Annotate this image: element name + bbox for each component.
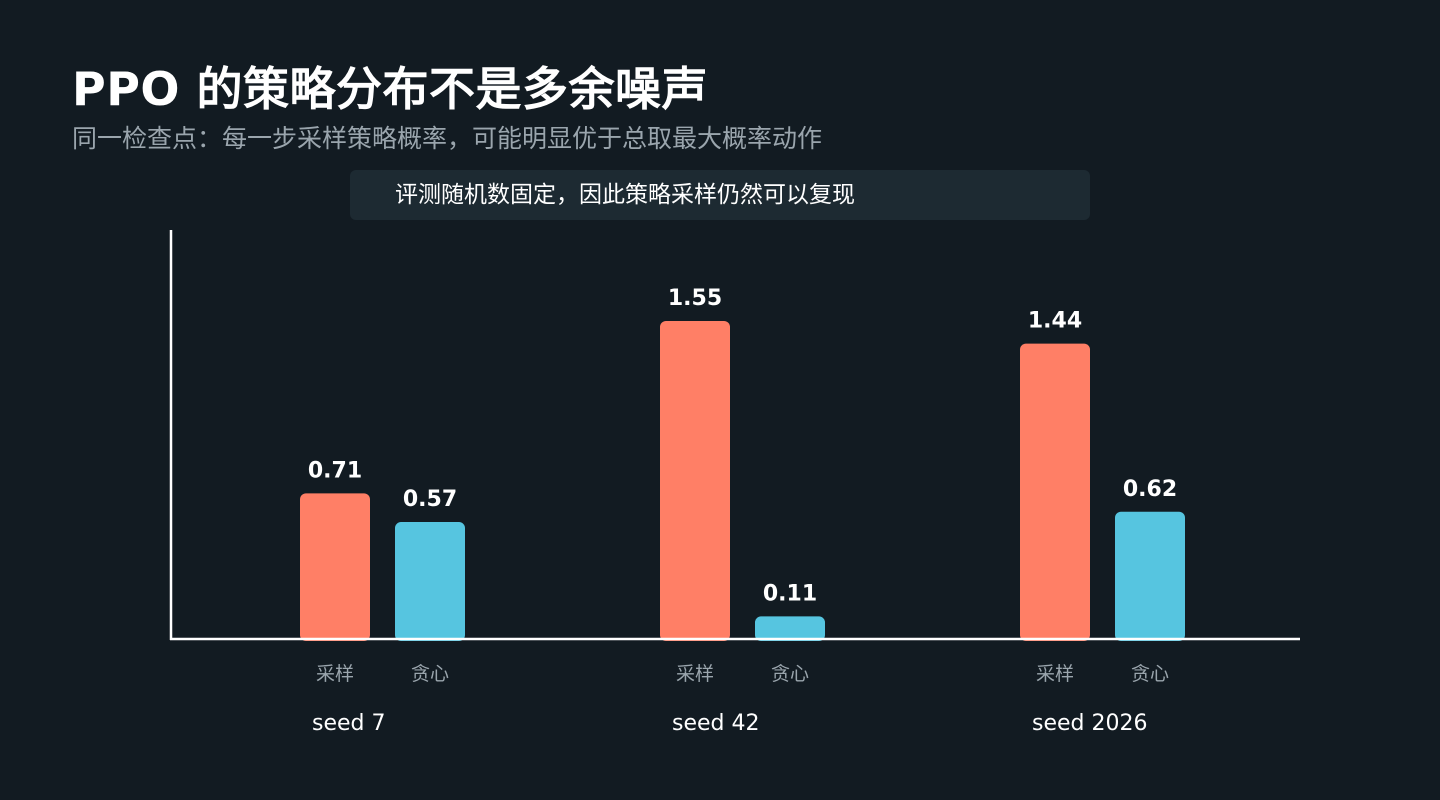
- series-tick-label: 贪心: [411, 663, 449, 685]
- page-title: PPO 的策略分布不是多余噪声: [72, 62, 709, 116]
- category-label: seed 7: [312, 711, 386, 736]
- labels-layer: 0.71 采样 0.57 贪心 seed 7 1.55 采样 0.11 贪心 seed 42 1.4…: [308, 286, 1177, 736]
- value-label: 0.57: [403, 487, 457, 512]
- value-label: 1.55: [668, 286, 722, 311]
- series-tick-label: 采样: [1036, 663, 1074, 685]
- bar-greedy-seed-7: [395, 522, 465, 641]
- series-tick-label: 采样: [316, 663, 354, 685]
- value-label: 0.71: [308, 458, 362, 483]
- series-tick-label: 贪心: [1131, 663, 1169, 685]
- bar-sampling-seed-42: [660, 321, 730, 641]
- series-tick-label: 采样: [676, 663, 714, 685]
- category-label: seed 42: [672, 711, 759, 736]
- note-box: 评测随机数固定，因此策略采样仍然可以复现: [350, 170, 1090, 220]
- bar-greedy-seed-42: [755, 616, 825, 641]
- value-label: 0.62: [1123, 477, 1177, 502]
- value-label: 0.11: [763, 581, 817, 606]
- note-text: 评测随机数固定，因此策略采样仍然可以复现: [395, 182, 855, 208]
- page-subtitle: 同一检查点：每一步采样策略概率，可能明显优于总取最大概率动作: [72, 124, 823, 153]
- bars-layer: [300, 321, 1185, 641]
- bar-greedy-seed-2026: [1115, 511, 1185, 641]
- axes-layer: [169, 230, 1300, 641]
- value-label: 1.44: [1028, 309, 1082, 334]
- series-tick-label: 贪心: [771, 663, 809, 685]
- bar-sampling-seed-7: [300, 493, 370, 641]
- category-label: seed 2026: [1032, 711, 1147, 736]
- bar-sampling-seed-2026: [1020, 343, 1090, 641]
